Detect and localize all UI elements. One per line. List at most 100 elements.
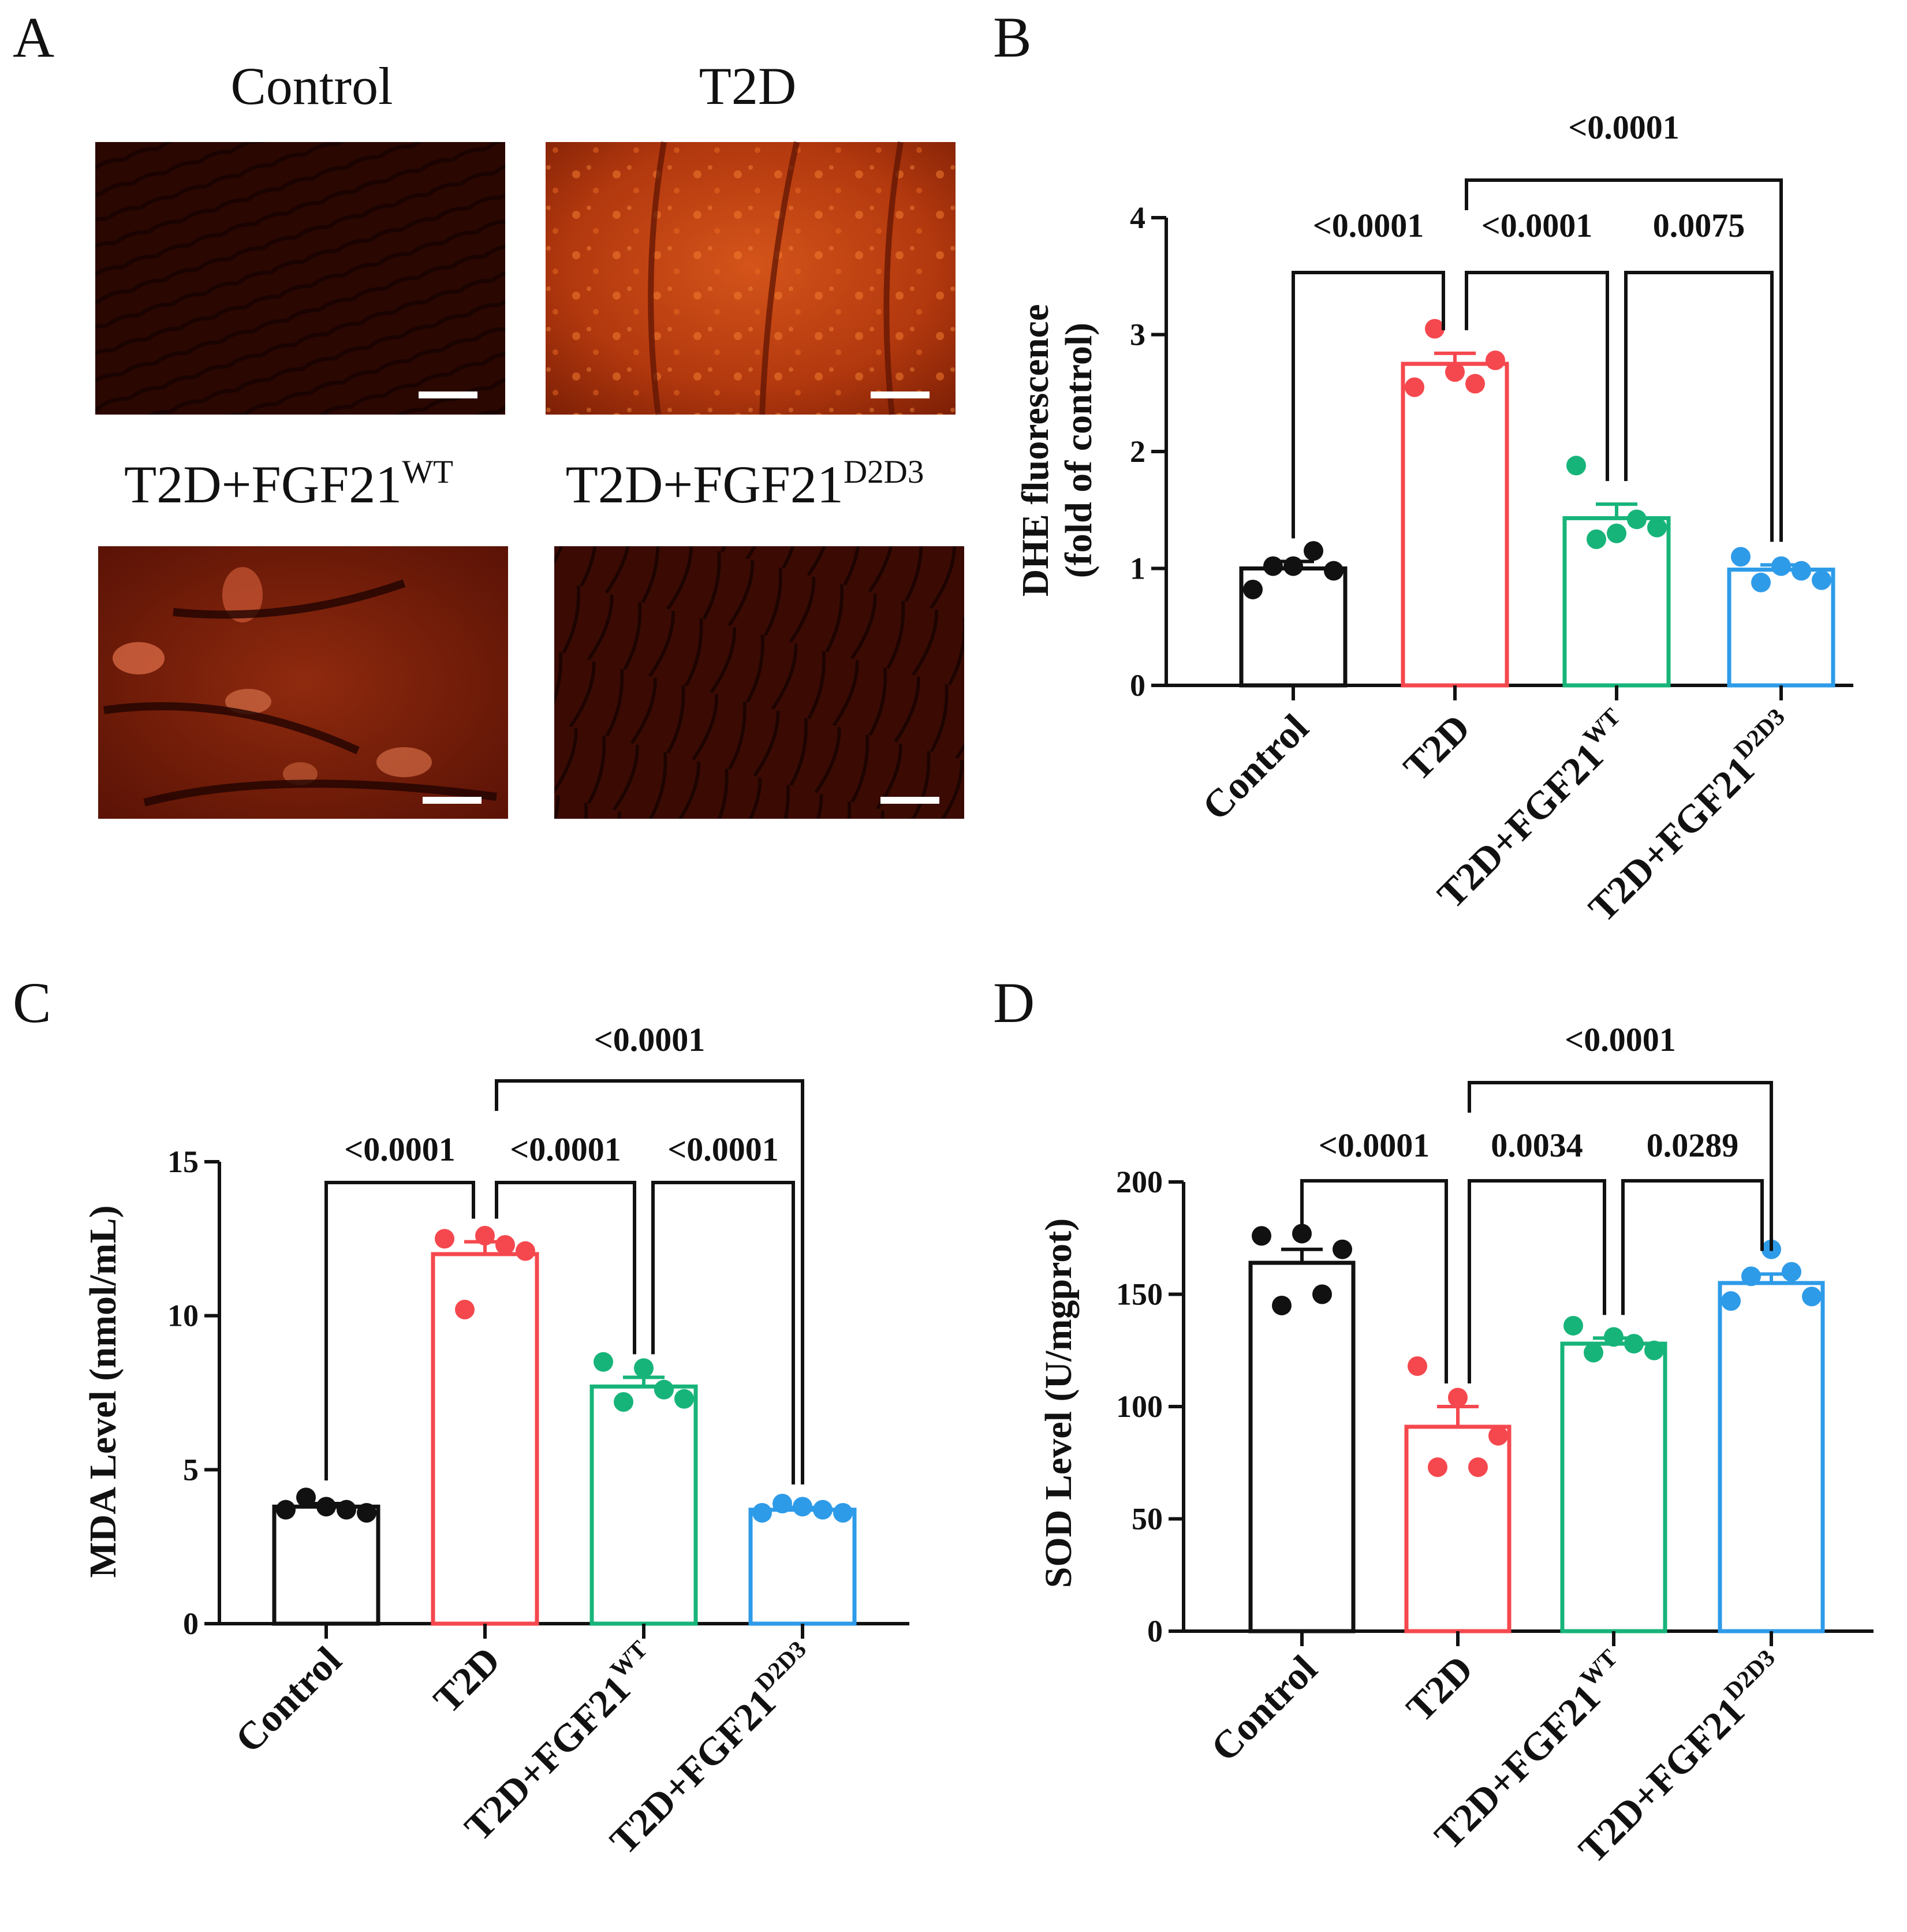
y-tick-label: 0 <box>183 1606 199 1641</box>
data-point-0-4 <box>357 1503 376 1523</box>
x-category-label-0: Control <box>1193 706 1316 829</box>
data-point-0-0 <box>276 1500 296 1520</box>
bar-1 <box>1404 1424 1512 1633</box>
p-value-0: <0.0001 <box>1319 1127 1430 1164</box>
significance-bracket-0 <box>324 1181 475 1480</box>
data-point-2-4 <box>1647 517 1667 538</box>
scale-bar <box>871 391 930 398</box>
data-point-1-2 <box>1448 1388 1468 1408</box>
data-point-2-4 <box>1644 1340 1664 1360</box>
data-point-1-0 <box>1405 377 1424 397</box>
data-point-1-0 <box>435 1229 454 1249</box>
p-value-0: <0.0001 <box>344 1131 456 1168</box>
bar-0 <box>272 1504 380 1626</box>
bar-0 <box>1248 1260 1356 1633</box>
data-point-0-1 <box>1263 556 1283 576</box>
data-point-0-2 <box>1292 1224 1312 1244</box>
p-value-1: <0.0001 <box>510 1131 621 1168</box>
data-point-0-1 <box>1272 1295 1292 1315</box>
category-label-base: T2D <box>1395 706 1479 789</box>
category-label-base: T2D <box>1398 1647 1481 1730</box>
data-point-2-3 <box>1624 1334 1644 1354</box>
micrograph-t2d <box>546 141 956 415</box>
data-point-2-2 <box>1607 523 1626 543</box>
p-value-3: <0.0001 <box>1565 1021 1676 1058</box>
data-point-1-4 <box>516 1241 535 1261</box>
data-point-3-2 <box>1771 556 1791 576</box>
data-point-1-3 <box>1468 1457 1488 1478</box>
data-point-1-0 <box>1408 1356 1427 1376</box>
data-point-2-4 <box>674 1389 694 1409</box>
data-point-0-2 <box>316 1497 336 1517</box>
p-value-2: <0.0001 <box>667 1131 779 1168</box>
bar-3 <box>748 1508 857 1626</box>
data-point-3-2 <box>793 1497 812 1517</box>
data-point-0-2 <box>1283 556 1303 576</box>
data-point-1-1 <box>455 1300 475 1319</box>
data-point-2-2 <box>1604 1327 1624 1347</box>
data-point-1-2 <box>475 1226 495 1245</box>
scale-bar <box>423 797 482 804</box>
y-axis-label: MDA Level (nmol/mL) <box>82 1205 124 1577</box>
p-value-2: 0.0289 <box>1647 1127 1739 1164</box>
chart-dhe-fluorescence: 0 1 2 3 4 DHE fluorescence (fold of control) Co… <box>1014 109 1853 930</box>
data-point-0-4 <box>1333 1239 1352 1259</box>
data-point-2-2 <box>634 1358 654 1378</box>
y-tick-label: 10 <box>167 1299 199 1333</box>
significance-bracket-3 <box>1468 1081 1773 1251</box>
x-category-label-3: T2D+FGF21D2D3 <box>1577 703 1804 930</box>
p-value-1: 0.0034 <box>1491 1127 1583 1164</box>
micrograph-control <box>95 142 505 415</box>
data-point-0-0 <box>1252 1226 1271 1246</box>
panel-label-b: B <box>993 5 1032 69</box>
p-value-2: 0.0075 <box>1653 207 1745 244</box>
data-point-1-1 <box>1428 1457 1447 1478</box>
y-tick-label: 1 <box>1130 551 1145 586</box>
data-point-3-0 <box>1721 1291 1741 1311</box>
x-category-label-1: T2D <box>425 1638 509 1722</box>
micrograph-title-d2d3: T2D+FGF21D2D3 <box>566 454 924 514</box>
data-point-3-0 <box>752 1503 772 1523</box>
panel-label-c: C <box>13 971 51 1035</box>
data-point-2-1 <box>1584 1342 1603 1363</box>
panel-label-d: D <box>993 971 1035 1035</box>
significance-bracket-1 <box>1465 271 1609 482</box>
significance-bracket-0 <box>1300 1179 1448 1383</box>
data-point-1-1 <box>1425 319 1445 339</box>
y-tick-label: 0 <box>1147 1614 1163 1648</box>
bar-1 <box>1401 361 1509 688</box>
data-point-0-3 <box>337 1500 356 1520</box>
significance-bracket-3 <box>1465 178 1783 542</box>
data-point-2-3 <box>1627 509 1647 529</box>
data-point-3-1 <box>1751 572 1771 592</box>
y-tick-label: 5 <box>183 1452 199 1487</box>
data-point-1-2 <box>1445 362 1465 382</box>
significance-bracket-2 <box>651 1181 795 1485</box>
bar-2 <box>1562 516 1671 688</box>
panel-label-a: A <box>13 5 54 69</box>
scale-bar <box>880 797 939 804</box>
x-category-label-1: T2D <box>1395 706 1479 789</box>
y-axis-label: DHE fluorescence <box>1014 304 1057 597</box>
y-tick-label: 4 <box>1130 200 1145 235</box>
data-point-1-4 <box>1488 1426 1508 1446</box>
data-point-1-3 <box>1465 374 1485 394</box>
bar-3 <box>1718 1281 1825 1633</box>
category-label-base: T2D <box>425 1638 509 1722</box>
y-tick-label: 2 <box>1130 434 1145 469</box>
micrograph-title-wt: T2D+FGF21WT <box>124 454 453 514</box>
data-point-1-3 <box>495 1235 515 1255</box>
category-label-base: T2D+FGF21 <box>1429 734 1611 917</box>
data-point-0-1 <box>296 1487 316 1508</box>
micrograph-title-t2d: T2D <box>699 57 797 115</box>
y-axis-label: SOD Level (U/mgprot) <box>1038 1218 1080 1588</box>
data-point-2-0 <box>594 1352 613 1372</box>
data-point-0-3 <box>1312 1284 1332 1304</box>
chart-sod-level: 0 50 100 150 200 SOD Level (U/mgprot) Control T… <box>1038 1021 1874 1871</box>
data-point-3-3 <box>813 1500 833 1520</box>
y-tick-label: 50 <box>1132 1502 1163 1536</box>
data-point-0-0 <box>1243 579 1263 599</box>
p-value-0: <0.0001 <box>1313 207 1424 244</box>
